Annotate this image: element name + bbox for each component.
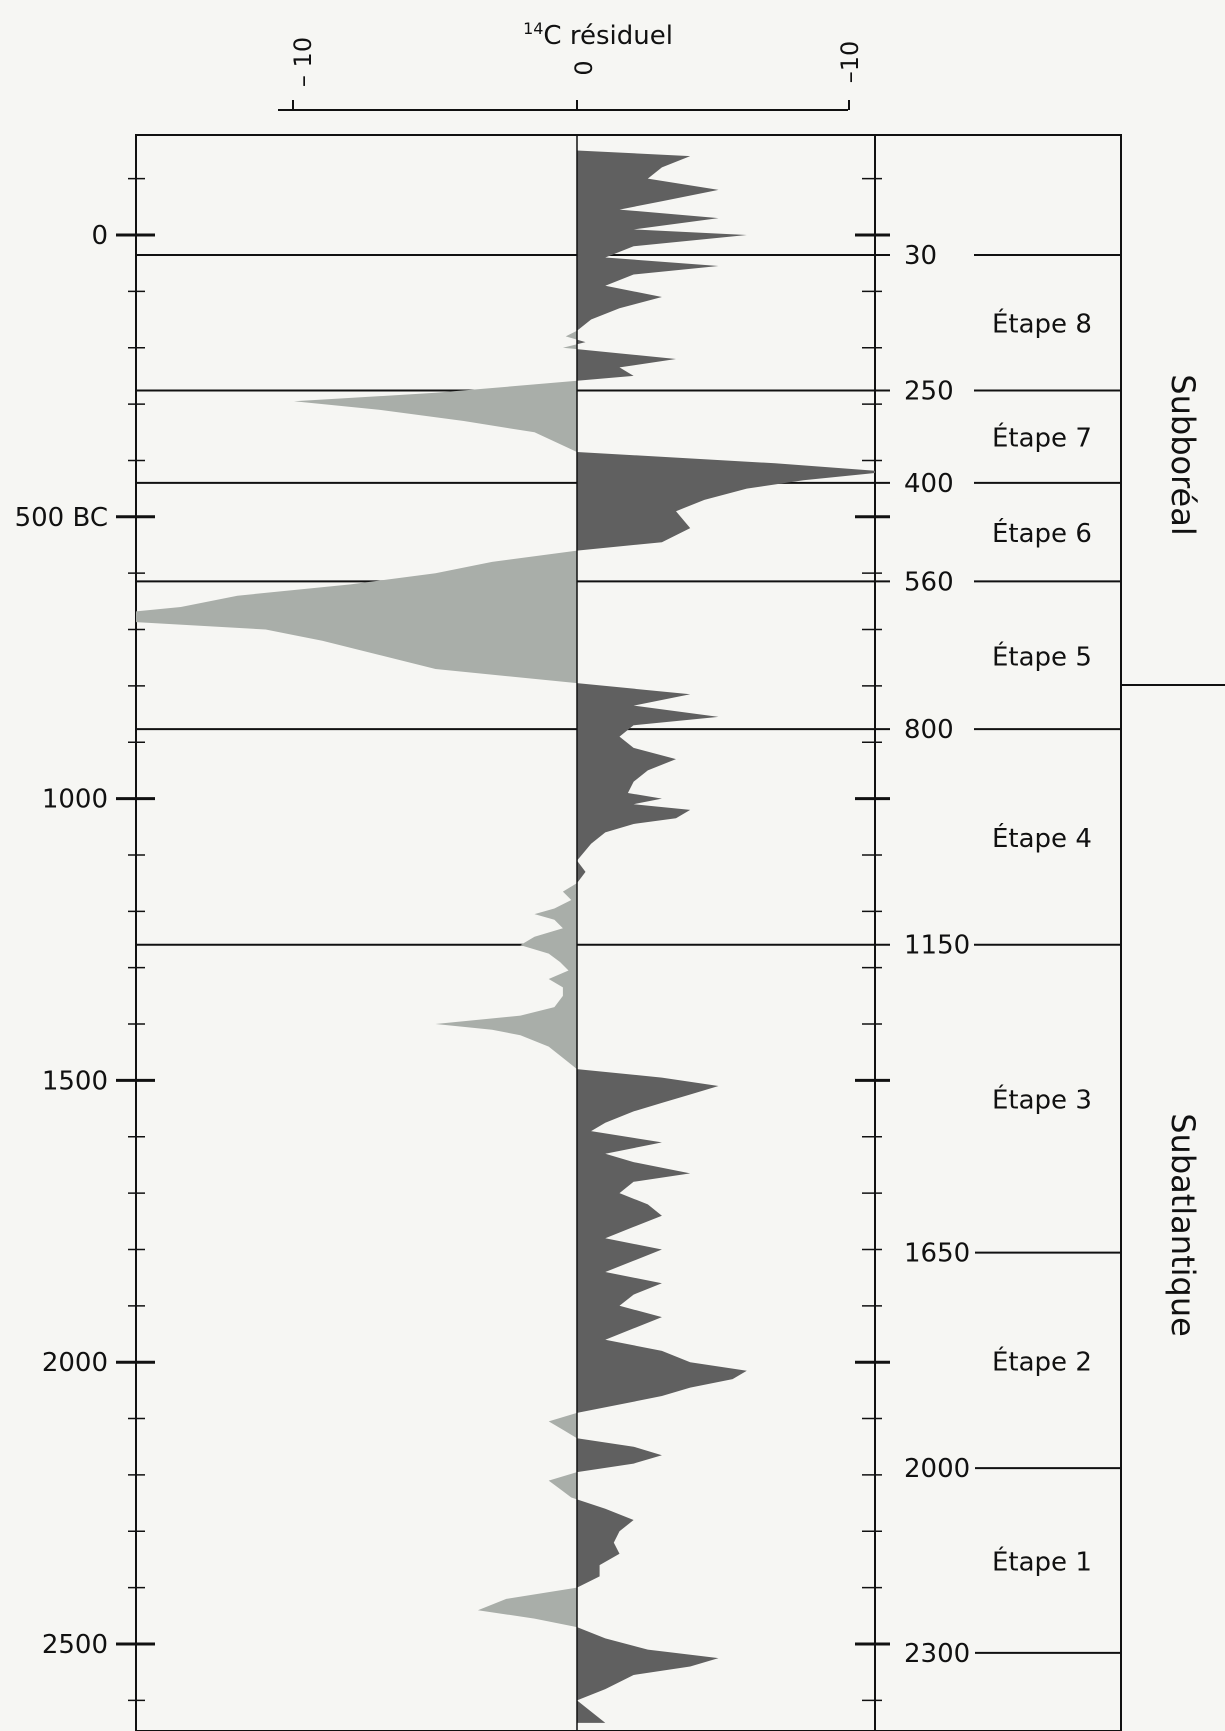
left-tick-label: 0 (91, 221, 108, 251)
right-tick-label: 560 (904, 567, 954, 597)
residual-curve (136, 150, 875, 1723)
left-tick-label: 2000 (42, 1348, 108, 1378)
residual-area-negative (136, 150, 577, 1723)
stage-label: Étape 2 (992, 1345, 1092, 1377)
right-tick-label-bg (890, 466, 974, 499)
right-axis: 30 250 400 560 800 1150 1650 2000 2300 (855, 177, 974, 1702)
top-tick-label-zero: 0 (570, 60, 598, 75)
stage-label: Étape 4 (992, 822, 1092, 854)
right-tick-label-bg (890, 928, 974, 961)
stage-label: Étape 1 (992, 1545, 1092, 1577)
right-tick-label: 2000 (904, 1454, 970, 1484)
right-tick-label-bg (890, 374, 974, 407)
right-tick-label-bg (890, 239, 974, 271)
right-tick-label: 1650 (904, 1239, 970, 1269)
right-tick-label: 1150 (904, 931, 970, 961)
top-axis: – 10 0 –10 (278, 37, 864, 111)
left-tick-label: 1500 (42, 1066, 108, 1096)
right-tick-label: 250 (904, 376, 954, 406)
top-tick-label-left: – 10 (289, 37, 317, 87)
right-tick-label-bg (890, 1452, 974, 1485)
right-tick-label-bg (890, 1636, 974, 1669)
right-tick-label: 2300 (904, 1639, 970, 1669)
left-tick-label: 500 BC (15, 503, 108, 533)
left-axis: 0 500 BC 1000 1500 2000 2500 (15, 177, 155, 1702)
right-tick-label-bg (890, 713, 974, 746)
top-axis-title-main: C résiduel (543, 21, 673, 51)
top-axis-title: 14C résiduel (523, 19, 673, 51)
stage-label: Étape 3 (992, 1084, 1092, 1116)
period-label-subboreal: Subboréal (1164, 374, 1202, 535)
right-tick-label-bg (890, 565, 974, 598)
plot-frame (135, 134, 1122, 1731)
right-tick-label-bg (890, 1236, 974, 1269)
stage-label: Étape 8 (992, 308, 1092, 340)
stage-label: Étape 6 (992, 517, 1092, 549)
period-label-subatlantique: Subatlantique (1164, 1113, 1202, 1337)
residual-area-positive (577, 150, 875, 1723)
right-tick-label: 400 (904, 469, 954, 499)
top-axis-title-sup: 14 (523, 19, 543, 38)
stage-label: Étape 5 (992, 640, 1092, 672)
top-tick-label-right: –10 (836, 41, 864, 84)
left-tick-label: 2500 (42, 1630, 108, 1660)
left-tick-label: 1000 (42, 785, 108, 815)
stage-labels: Étape 8 Étape 7 Étape 6 Étape 5 Étape 4 Étape… (992, 308, 1092, 1578)
right-tick-label: 30 (904, 241, 937, 271)
stage-label: Étape 7 (992, 422, 1092, 454)
right-tick-label: 800 (904, 715, 954, 745)
